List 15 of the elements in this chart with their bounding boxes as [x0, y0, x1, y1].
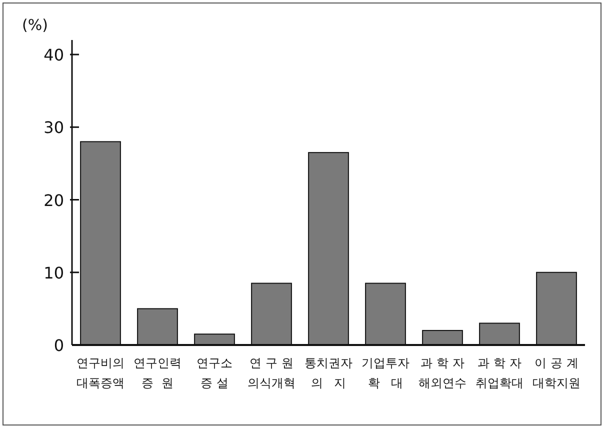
- y-tick-label: 0: [54, 336, 64, 355]
- y-tick-label: 30: [44, 118, 64, 138]
- y-axis-title: (%): [22, 16, 48, 34]
- y-tick-label: 10: [44, 263, 64, 282]
- x-tick-label: 과 학 자 취업확대: [476, 356, 524, 390]
- x-tick-label: 연구비의 대폭증액: [76, 356, 124, 390]
- x-tick-label: 과 학 자 해외연수: [418, 356, 466, 390]
- y-tick-label: 20: [44, 190, 64, 210]
- x-tick-label: 연구소 증 설: [196, 356, 232, 390]
- x-tick-label: 이 공 계 대학지원: [532, 356, 580, 390]
- x-tick-label: 기업투자 확 대: [362, 356, 410, 390]
- y-tick-label: 40: [44, 46, 64, 65]
- x-tick-label: 연 구 원 의식개혁: [248, 356, 296, 390]
- x-tick-label: 연구인력 증 원: [134, 356, 182, 390]
- x-tick-label: 통치권자 의 지: [304, 356, 352, 390]
